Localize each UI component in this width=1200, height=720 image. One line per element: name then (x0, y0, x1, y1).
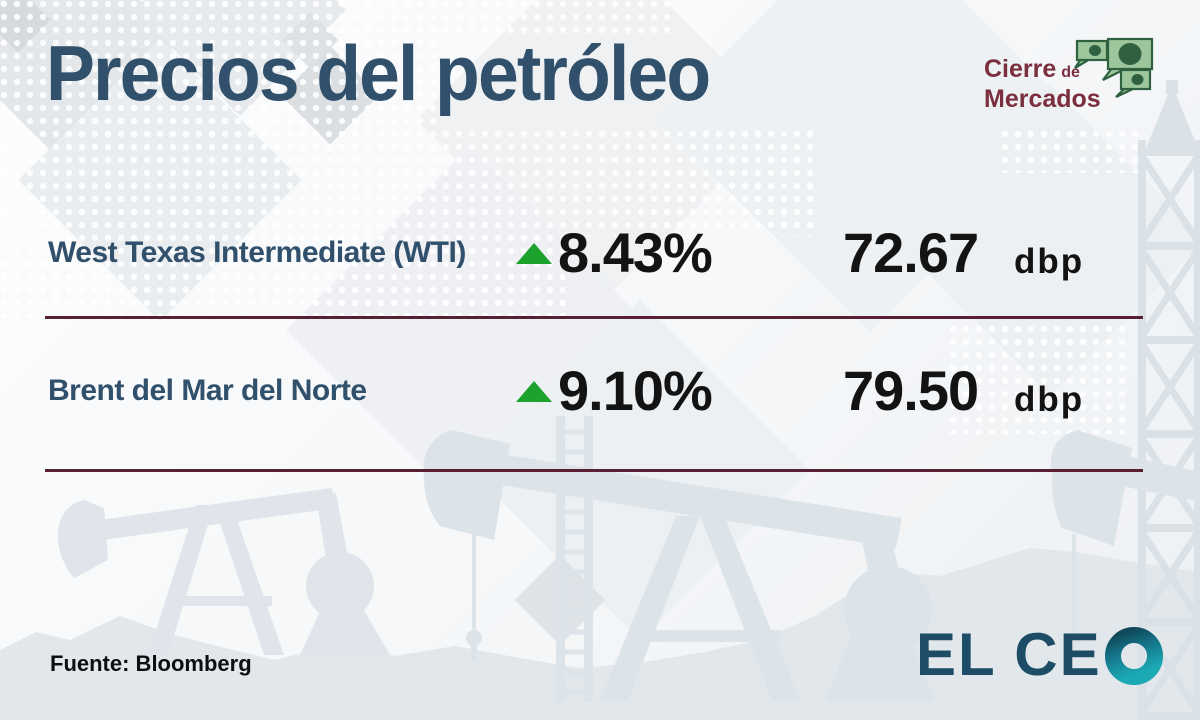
derrick-tower-silhouette (1138, 80, 1200, 720)
badge-line-2: Mercados (984, 86, 1101, 116)
change-percent: 8.43% (558, 221, 713, 284)
instrument-label: Brent del Mar del Norte (48, 374, 367, 407)
price-unit: dbp (1014, 242, 1085, 281)
el-ceo-logo: EL CE (916, 620, 1163, 688)
up-triangle-icon (516, 243, 552, 264)
el-ceo-o-ring-icon (1104, 626, 1163, 685)
price-row-wti: West Texas Intermediate (WTI) 8.43% 72.6… (0, 219, 1200, 287)
change-percent: 9.10% (558, 359, 713, 422)
badge-word-mercados: Mercados (984, 85, 1101, 113)
source-credit: Fuente: Bloomberg (50, 651, 252, 676)
pumpjack-center-silhouette (423, 416, 934, 702)
price-value: 79.50 (843, 359, 979, 422)
instrument-label: West Texas Intermediate (WTI) (48, 236, 466, 269)
price-value: 72.67 (843, 221, 979, 284)
up-triangle-icon (516, 381, 552, 402)
pumpjack-right-silhouette (1051, 430, 1200, 648)
price-row-brent: Brent del Mar del Norte 9.10% 79.50 dbp (0, 357, 1200, 425)
el-ceo-logo-text: EL CE (916, 620, 1102, 688)
price-unit: dbp (1014, 380, 1085, 419)
pumpjack-left-silhouette (57, 488, 390, 655)
halftone-dots (0, 0, 1140, 434)
page-title: Precios del petróleo (46, 29, 711, 117)
money-speech-bubbles-icon (1074, 37, 1154, 98)
divider-line (45, 316, 1143, 319)
cierre-de-mercados-badge: Cierre de Mercados (984, 56, 1101, 116)
badge-word-cierre: Cierre (984, 55, 1057, 83)
divider-line (45, 469, 1143, 472)
